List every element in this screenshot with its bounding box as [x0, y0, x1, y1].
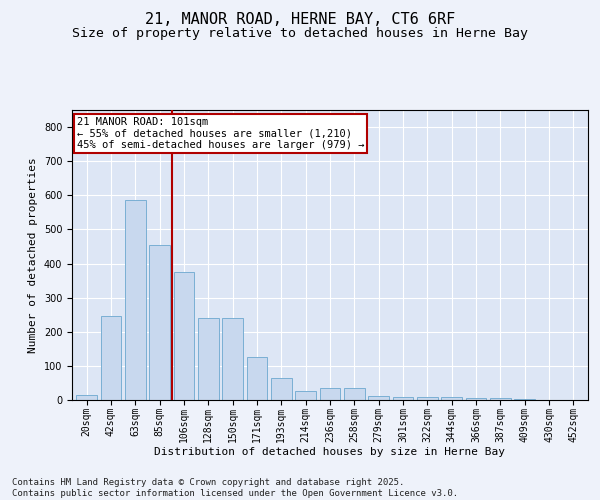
Bar	[368, 396, 389, 400]
Bar	[442, 396, 462, 400]
Y-axis label: Number of detached properties: Number of detached properties	[28, 157, 38, 353]
Bar	[392, 396, 413, 400]
Bar	[198, 318, 218, 400]
Bar	[222, 318, 243, 400]
Text: Contains HM Land Registry data © Crown copyright and database right 2025.
Contai: Contains HM Land Registry data © Crown c…	[12, 478, 458, 498]
Bar	[271, 378, 292, 400]
Bar	[149, 245, 170, 400]
Text: 21, MANOR ROAD, HERNE BAY, CT6 6RF: 21, MANOR ROAD, HERNE BAY, CT6 6RF	[145, 12, 455, 28]
Text: Size of property relative to detached houses in Herne Bay: Size of property relative to detached ho…	[72, 28, 528, 40]
Bar	[173, 272, 194, 400]
Bar	[466, 398, 487, 400]
Bar	[125, 200, 146, 400]
Bar	[247, 358, 268, 400]
Bar	[417, 396, 438, 400]
Bar	[344, 388, 365, 400]
Text: 21 MANOR ROAD: 101sqm
← 55% of detached houses are smaller (1,210)
45% of semi-d: 21 MANOR ROAD: 101sqm ← 55% of detached …	[77, 117, 364, 150]
Bar	[320, 388, 340, 400]
X-axis label: Distribution of detached houses by size in Herne Bay: Distribution of detached houses by size …	[155, 447, 505, 457]
Bar	[295, 392, 316, 400]
Bar	[490, 398, 511, 400]
Bar	[76, 395, 97, 400]
Bar	[101, 316, 121, 400]
